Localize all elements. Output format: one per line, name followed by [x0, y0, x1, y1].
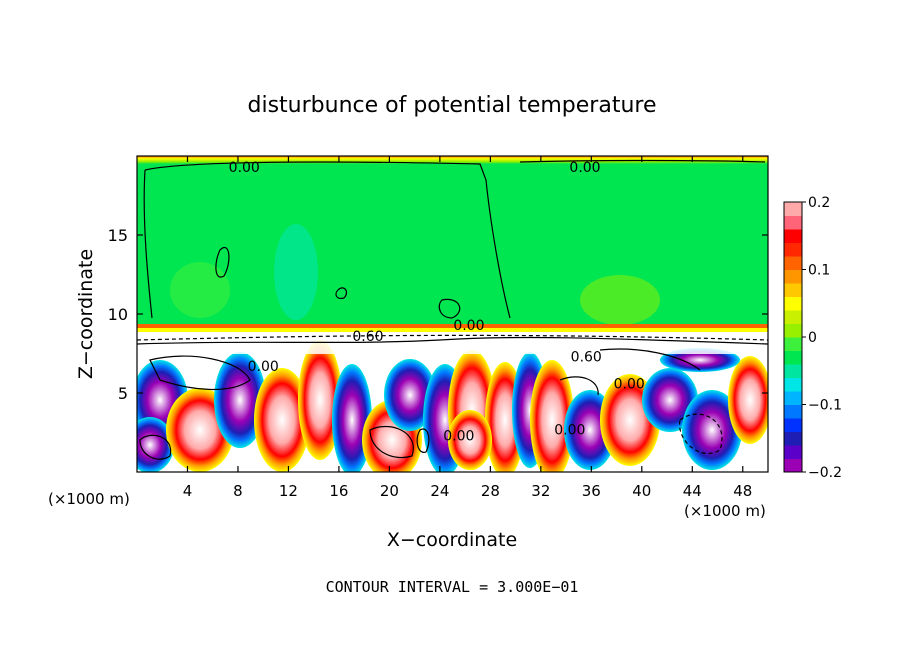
colorbar-tick-label: −0.2 — [808, 465, 842, 481]
contour-label: 0.00 — [569, 160, 600, 176]
contour-label: 0.00 — [443, 429, 474, 445]
x-tick-label: 32 — [531, 482, 550, 500]
colorbar-swatch — [784, 364, 802, 378]
colorbar-swatch — [784, 350, 802, 365]
colorbar-swatch — [784, 377, 802, 392]
turbulence-blob — [728, 356, 768, 444]
turbulence-blob — [254, 368, 310, 472]
colorbar-swatch — [784, 202, 802, 216]
x-tick-label: 28 — [481, 482, 500, 500]
x-tick-label: 20 — [380, 482, 399, 500]
colorbar-tick-label: 0.1 — [808, 263, 830, 279]
x-tick-label: 40 — [632, 482, 651, 500]
contour-labels: 0.00 0.00 0.00 0.60 0.60 0.00 0.00 0.00 0.00 — [229, 160, 645, 445]
y-axis-label: Z−coordinate — [75, 249, 97, 379]
x-tick-label: 8 — [233, 482, 243, 500]
turbulence-blob — [298, 340, 342, 460]
upper-blob — [580, 275, 660, 325]
colorbar-swatch — [784, 296, 802, 311]
colorbar-swatch — [784, 283, 802, 297]
x-tick-label: 12 — [279, 482, 298, 500]
y-tick-label: 5 — [118, 384, 128, 403]
interface-band — [137, 324, 768, 330]
x-unit-label: (×1000 m) — [48, 490, 130, 508]
lower-blobs — [137, 332, 768, 472]
colorbar-swatch — [784, 445, 802, 459]
contour-label: 0.60 — [352, 329, 383, 345]
x-tick-label: 36 — [582, 482, 601, 500]
y-tick-label: 15 — [108, 226, 128, 245]
upper-blob — [170, 262, 230, 318]
x-tick-label: 16 — [329, 482, 348, 500]
interface-wake — [137, 332, 768, 354]
colorbar-swatch — [784, 310, 802, 324]
y-tick-label: 10 — [108, 305, 128, 324]
contour-lines — [137, 159, 768, 460]
x-tick-label: 24 — [430, 482, 449, 500]
colorbar-swatch — [784, 215, 802, 230]
colorbar-swatch — [784, 391, 802, 405]
colorbar-swatch — [784, 269, 802, 284]
contour-label: 0.00 — [248, 359, 279, 375]
contour-label: 0.00 — [554, 422, 585, 438]
colorbar-swatch — [784, 458, 802, 473]
interface-band — [137, 328, 768, 332]
x-tick-label: 48 — [733, 482, 752, 500]
colorbar-swatch — [784, 242, 802, 257]
x-axis-label: X−coordinate — [387, 529, 517, 551]
upper-blob — [274, 224, 318, 320]
x-tick-label: 44 — [683, 482, 702, 500]
contour-label: 0.00 — [614, 377, 645, 393]
colorbar-swatch — [784, 229, 802, 243]
contour-interval-note: CONTOUR INTERVAL = 3.000E−01 — [326, 578, 579, 596]
contour-label: 0.00 — [453, 318, 484, 334]
colorbar-swatch — [784, 256, 802, 270]
plot-area: 0.00 0.00 0.00 0.60 0.60 0.00 0.00 0.00 0.00 — [137, 156, 768, 472]
turbulence-blob — [214, 352, 266, 448]
top-band — [137, 156, 768, 164]
turbulence-blob — [384, 359, 436, 431]
contour-label: 0.00 — [229, 160, 260, 176]
contour-label: 0.60 — [571, 350, 602, 366]
colorbar-swatch — [784, 418, 802, 432]
chart-title: disturbunce of potential temperature — [248, 93, 657, 118]
x-axis: 4 8 12 16 20 24 28 32 36 40 44 48 — [183, 156, 752, 500]
colorbar-tick-label: 0.2 — [808, 195, 830, 211]
turbulence-blob — [332, 364, 372, 472]
upper-field — [137, 156, 768, 328]
colorbar-tick-label: 0 — [808, 330, 817, 346]
x-tick-label: 4 — [183, 482, 193, 500]
turbulence-blob — [682, 390, 742, 470]
colorbar-tick-label: −0.1 — [808, 398, 842, 414]
turbulence-blob — [530, 360, 574, 472]
colorbar-swatch — [784, 323, 802, 338]
turbulence-blob — [448, 410, 492, 470]
colorbar-swatch — [784, 431, 802, 446]
colorbar-swatch — [784, 404, 802, 419]
y-axis: 5 10 15 — [108, 226, 768, 403]
colorbar-swatch — [784, 337, 802, 351]
x-unit-label-right: (×1000 m) — [684, 502, 766, 520]
colorbar: 0.2 0.1 0 −0.1 −0.2 — [783, 195, 842, 481]
